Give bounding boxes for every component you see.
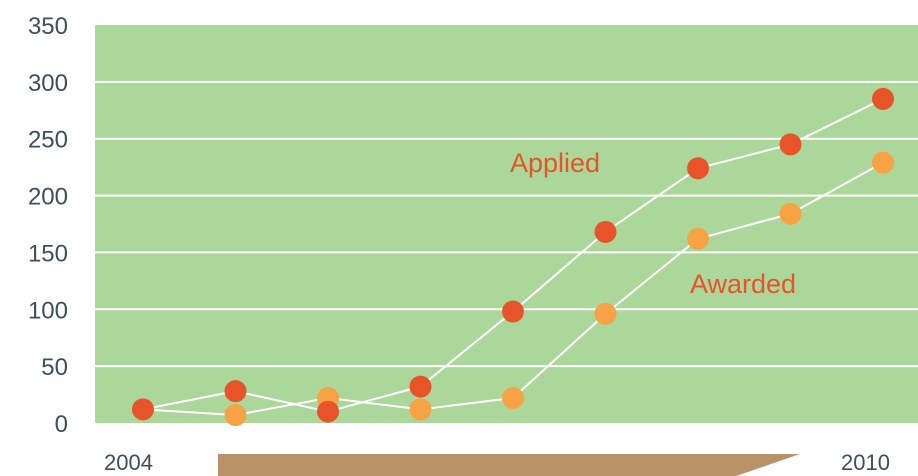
y-tick-label-0: 0 [55, 411, 68, 438]
data-point-applied-5 [594, 220, 617, 243]
data-point-applied-8 [872, 87, 894, 110]
y-tick-label-300: 300 [28, 70, 68, 97]
data-point-awarded-4 [502, 386, 524, 409]
data-point-applied-2 [317, 400, 339, 423]
data-point-awarded-3 [409, 398, 432, 421]
data-point-applied-1 [224, 380, 247, 403]
y-tick-label-200: 200 [28, 184, 68, 211]
data-point-awarded-6 [687, 227, 709, 250]
data-point-awarded-5 [594, 302, 617, 325]
data-point-awarded-7 [779, 202, 802, 225]
y-tick-label-350: 350 [28, 13, 68, 40]
timeline-arrow [218, 454, 800, 476]
series-points [132, 87, 894, 427]
data-point-applied-4 [502, 300, 524, 323]
x-axis-start-label: 2004 [104, 450, 153, 475]
y-tick-label-250: 250 [28, 127, 68, 154]
series-label-applied: Applied [510, 148, 600, 178]
y-axis-ticks: 0 50 100 150 200 250 300 350 [28, 13, 68, 438]
gridlines [95, 80, 918, 368]
y-tick-label-150: 150 [28, 240, 68, 267]
y-tick-label-50: 50 [41, 354, 68, 381]
data-point-applied-3 [409, 375, 432, 398]
plot-area [95, 25, 918, 423]
data-point-applied-7 [779, 133, 802, 156]
series-label-awarded: Awarded [690, 269, 796, 299]
data-point-awarded-8 [872, 151, 894, 174]
data-point-applied-0 [132, 398, 154, 421]
data-point-awarded-1 [224, 404, 247, 427]
x-axis-end-label: 2010 [841, 450, 890, 475]
data-point-applied-6 [687, 157, 709, 180]
y-tick-label-100: 100 [28, 297, 68, 324]
